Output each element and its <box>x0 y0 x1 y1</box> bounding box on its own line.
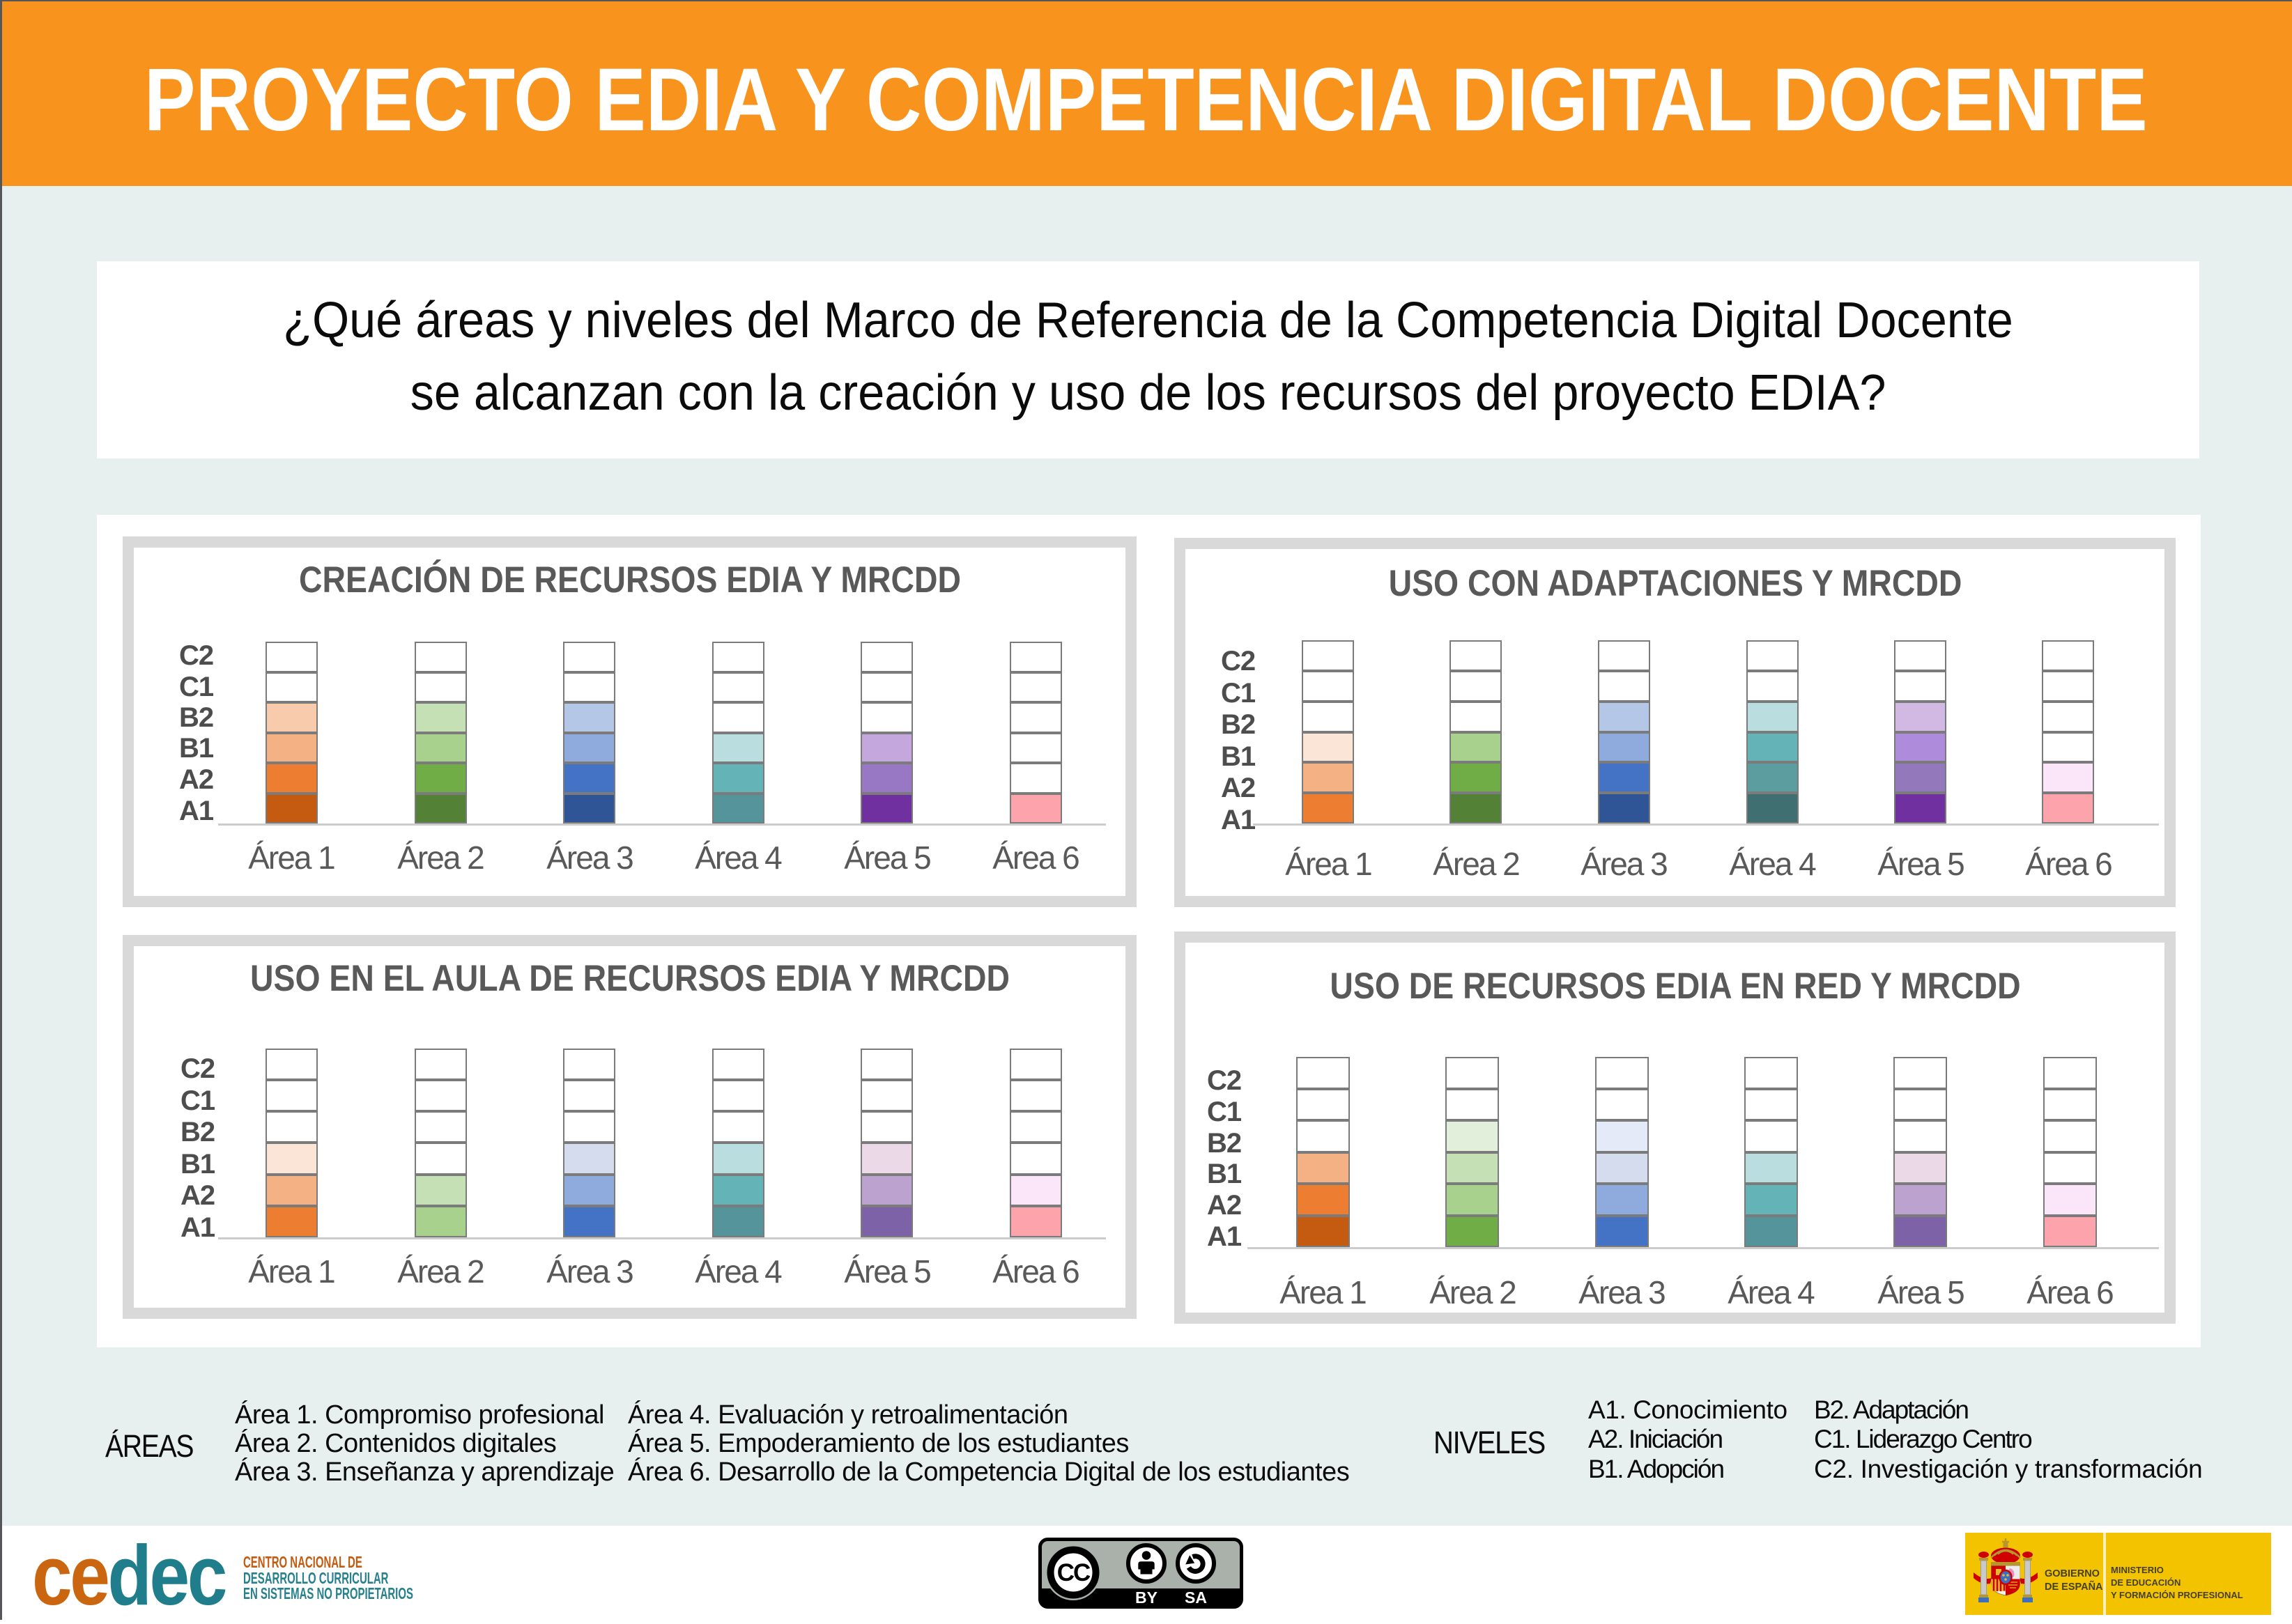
svg-text:CC: CC <box>1057 1559 1091 1586</box>
svg-text:MINISTERIO: MINISTERIO <box>2111 1565 2164 1575</box>
svg-text:DE EDUCACIÓN: DE EDUCACIÓN <box>2111 1577 2181 1588</box>
svg-text:DE ESPAÑA: DE ESPAÑA <box>2045 1580 2103 1593</box>
svg-text:GOBIERNO: GOBIERNO <box>2045 1568 2100 1579</box>
svg-text:Y FORMACIÓN PROFESIONAL: Y FORMACIÓN PROFESIONAL <box>2111 1590 2243 1600</box>
svg-text:BY: BY <box>1135 1588 1157 1607</box>
svg-text:SA: SA <box>1185 1588 1207 1607</box>
